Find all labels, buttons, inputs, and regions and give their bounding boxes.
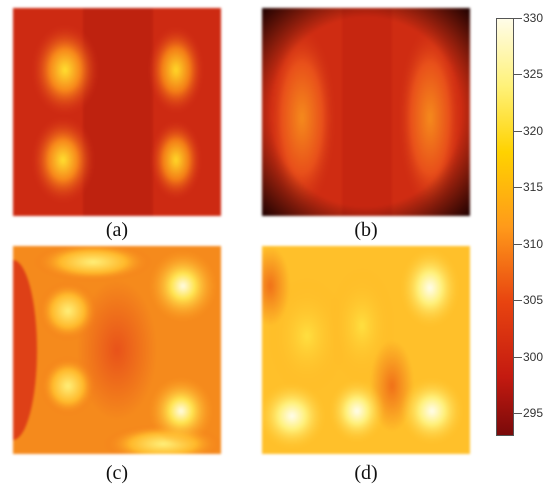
colorbar-tick-label: 305 [523,293,544,308]
colorbar-tick [514,243,522,245]
colorbar-tick [514,413,522,415]
colorbar-tick [514,300,522,302]
colorbar-tick [514,74,522,76]
heatmap-panel-d [262,246,470,454]
heatmap-panel-b [262,8,470,216]
colorbar-tick-label: 300 [523,349,544,364]
panel-label-a: (a) [105,219,129,241]
heatmap-c-image [13,246,221,454]
colorbar-tick-label: 325 [523,67,544,82]
heatmap-panel-c [13,246,221,454]
colorbar-tick [514,356,522,358]
colorbar-tick-label: 310 [523,236,544,251]
colorbar-tick-label: 320 [523,123,544,138]
panel-label-b: (b) [354,219,378,241]
heatmap-panel-a [13,8,221,216]
colorbar [496,18,514,436]
heatmap-b-image [262,8,470,216]
colorbar-tick [514,130,522,132]
colorbar-tick-label: 315 [523,180,544,195]
heatmap-a-image [13,8,221,216]
colorbar-tick [514,18,522,19]
heatmap-d-image [262,246,470,454]
panel-label-c: (c) [105,462,129,484]
colorbar-tick-label: 330 [523,11,544,25]
panel-label-d: (d) [354,462,378,484]
colorbar-tick [514,187,522,189]
colorbar-tick-label: 295 [523,406,544,421]
